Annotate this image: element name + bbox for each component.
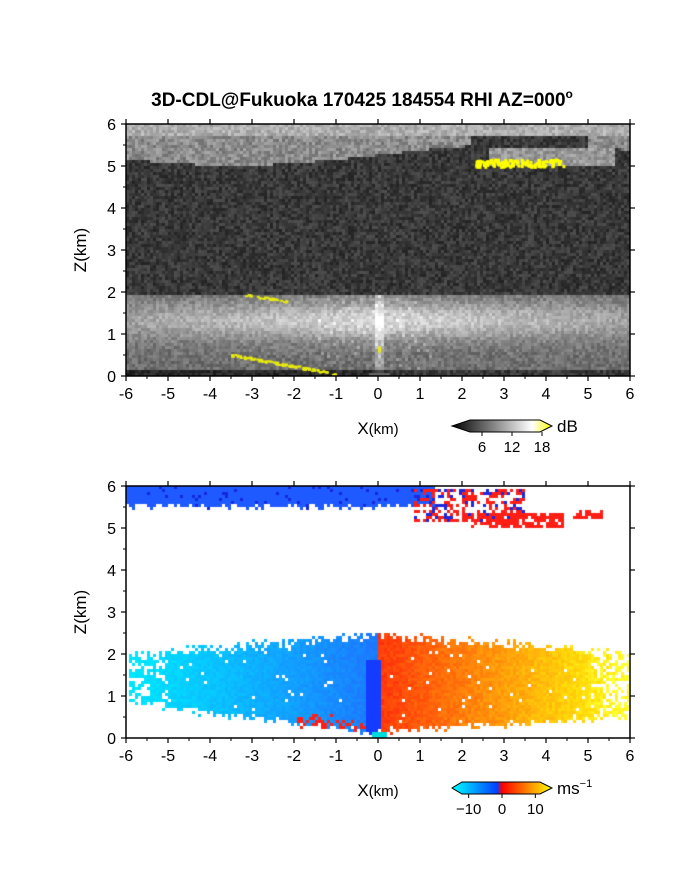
colorbar-tick-label: 0	[498, 801, 506, 818]
y-tick-label: 1	[107, 689, 116, 706]
x-tick-label: 6	[626, 748, 635, 765]
colorbar-tick-label: 6	[478, 439, 486, 456]
velocity-panel: -6 -5 -4 -3 -2 -1 0 1 2 3 4 5 6 0 1 2 3 4 5 6 Z(km) X(km) −…	[71, 479, 635, 818]
y-tick-label: 6	[107, 479, 116, 496]
x-tick-label: -5	[161, 748, 175, 765]
y-tick-label: 1	[107, 327, 116, 344]
y-axis-label: Z(km)	[71, 590, 90, 634]
x-tick-label: 5	[584, 386, 593, 403]
x-tick-label: 0	[374, 386, 383, 403]
x-tick-label: 3	[500, 748, 509, 765]
chart-title: 3D-CDL@Fukuoka 170425 184554 RHI AZ=000o	[151, 87, 573, 111]
colorbar-tick-label: 10	[527, 801, 544, 818]
x-tick-label: -6	[119, 386, 133, 403]
x-tick-label: 3	[500, 386, 509, 403]
x-tick-label: -2	[287, 386, 301, 403]
y-tick-label: 4	[107, 201, 116, 218]
y-tick-label: 2	[107, 647, 116, 664]
colorbar-tick-label: 18	[534, 439, 551, 456]
x-axis-label: X(km)	[357, 419, 398, 438]
y-tick-label: 2	[107, 285, 116, 302]
colorbar-snr: 6 12 18 dB	[450, 417, 578, 456]
colorbar-velocity: −10 0 10 ms−1	[451, 778, 592, 818]
x-tick-label: 5	[584, 748, 593, 765]
x-tick-label: 2	[458, 748, 467, 765]
colorbar-label: ms−1	[557, 778, 592, 798]
x-tick-label: 2	[458, 386, 467, 403]
x-tick-label: -3	[245, 748, 259, 765]
x-tick-label: -4	[203, 386, 217, 403]
x-tick-label: 1	[416, 386, 425, 403]
x-tick-label: -1	[329, 748, 343, 765]
x-axis-label: X(km)	[357, 781, 398, 800]
y-tick-label: 3	[107, 605, 116, 622]
x-tick-label: 4	[542, 386, 551, 403]
y-tick-label: 3	[107, 243, 116, 260]
x-tick-label: 6	[626, 386, 635, 403]
y-tick-label: 4	[107, 563, 116, 580]
snr-heatmap	[126, 124, 630, 376]
x-tick-label: 1	[416, 748, 425, 765]
x-tick-label: 4	[542, 748, 551, 765]
x-tick-label: -5	[161, 386, 175, 403]
colorbar-label: dB	[557, 417, 578, 436]
y-tick-label: 5	[107, 159, 116, 176]
colorbar-tick-label: −10	[456, 801, 481, 818]
x-tick-label: -3	[245, 386, 259, 403]
x-tick-label: -2	[287, 748, 301, 765]
x-tick-label: -4	[203, 748, 217, 765]
y-tick-label: 5	[107, 521, 116, 538]
x-tick-label: 0	[374, 748, 383, 765]
x-tick-label: -6	[119, 748, 133, 765]
x-tick-label: -1	[329, 386, 343, 403]
y-tick-label: 0	[107, 731, 116, 748]
colorbar-tick-label: 12	[504, 439, 521, 456]
y-tick-label: 6	[107, 117, 116, 134]
velocity-heatmap	[126, 486, 630, 738]
y-tick-label: 0	[107, 369, 116, 386]
y-axis-label: Z(km)	[71, 228, 90, 272]
